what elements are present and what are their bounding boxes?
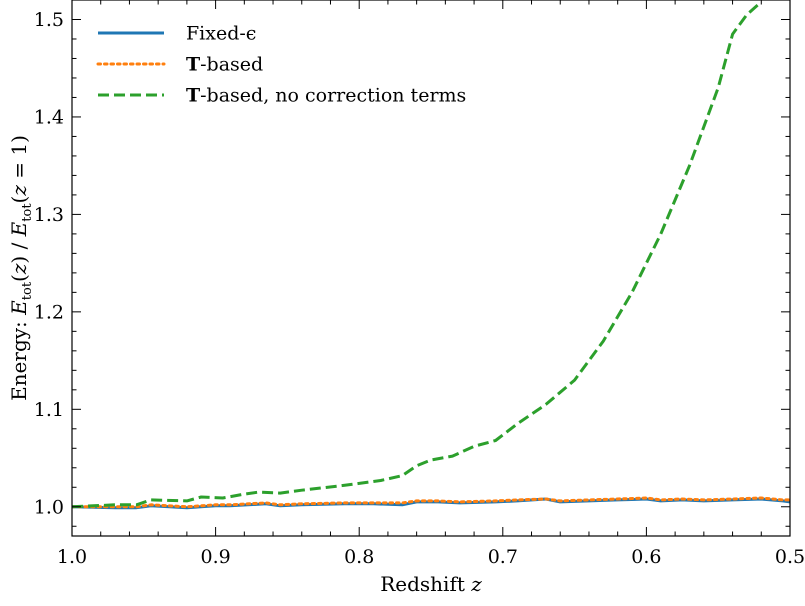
y-tick-label: 1.0 — [34, 496, 64, 518]
plot-frame — [71, 0, 791, 537]
x-tick-label: 0.6 — [631, 546, 661, 568]
tick-layer: 1.0 0.9 0.8 0.7 0.6 0.5 1.0 1.1 1.2 1.3 1.4 1.5 — [34, 0, 805, 568]
x-tick-label: 1.0 — [57, 546, 87, 568]
legend-label-1: T-based — [186, 54, 263, 76]
x-tick-label: 0.9 — [200, 546, 230, 568]
y-tick-label: 1.3 — [34, 204, 64, 226]
x-tick-label: 0.5 — [775, 546, 805, 568]
y-axis-label: Energy: Etot(z) / Etot(z = 1) — [7, 135, 35, 401]
y-tick-label: 1.2 — [34, 301, 64, 323]
x-tick-label: 0.8 — [344, 546, 374, 568]
legend-label-0: Fixed-ϵ — [186, 23, 256, 45]
plot-background — [72, 0, 790, 536]
series-layer — [72, 0, 790, 510]
y-tick-label: 1.5 — [34, 9, 64, 31]
x-tick-label: 0.7 — [488, 546, 518, 568]
series-line-1 — [72, 496, 790, 509]
legend-label-2: T-based, no correction terms — [186, 85, 466, 107]
y-tick-label: 1.4 — [34, 106, 64, 128]
y-tick-label: 1.1 — [34, 399, 64, 421]
series-line-2 — [72, 0, 763, 509]
x-axis-label: Redshift z — [380, 572, 482, 596]
legend: Fixed-ϵ T-based T-based, no correction ter… — [96, 23, 466, 107]
